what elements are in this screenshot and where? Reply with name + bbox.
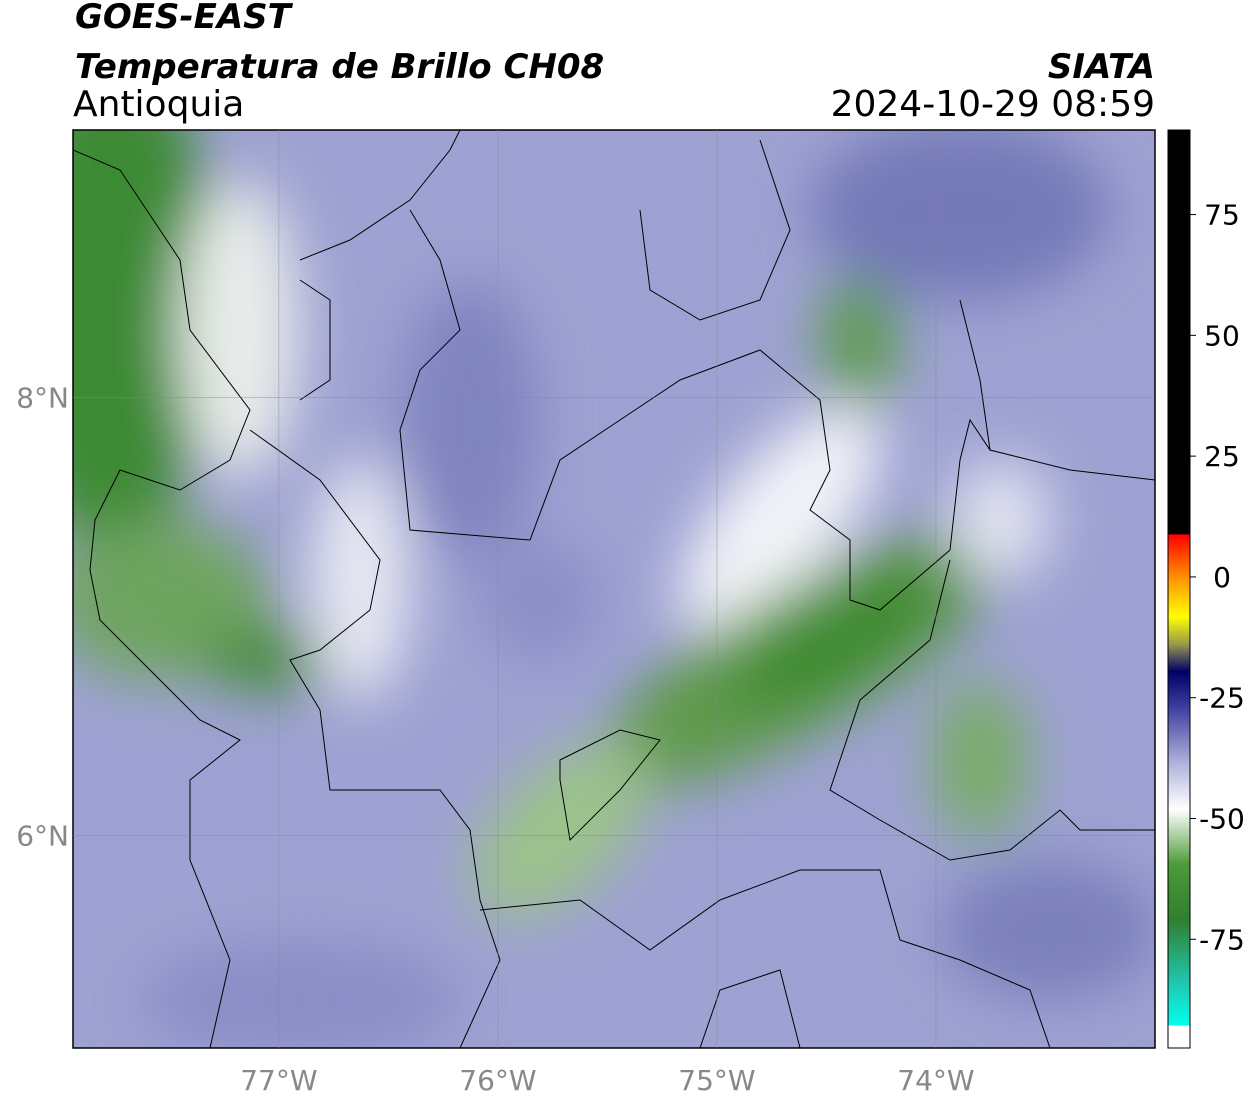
region: Antioquia <box>73 84 244 125</box>
colorbar-tick-label: 25 <box>1204 440 1240 473</box>
colorbar-tick-label: -50 <box>1199 803 1245 836</box>
colorbar-tick-label: -75 <box>1199 923 1245 956</box>
map-frame <box>72 129 1156 1049</box>
colorbar-tick-label: 75 <box>1204 199 1240 232</box>
colorbar-tick-label: 50 <box>1204 319 1240 352</box>
subtitle: Temperatura de Brillo CH08 <box>75 47 604 87</box>
datetime: 2024-10-29 08:59 <box>831 84 1155 125</box>
colorbar-tick-label: 0 <box>1213 561 1231 594</box>
x-tick-label: 74°W <box>897 1064 974 1097</box>
source: SIATA <box>1048 47 1155 87</box>
y-tick-label: 6°N <box>16 819 69 852</box>
title: GOES-EAST <box>75 0 294 37</box>
colorbar <box>1167 129 1191 1049</box>
coastline <box>73 130 1155 1048</box>
satellite-image <box>73 130 1155 1048</box>
x-tick-label: 75°W <box>678 1064 755 1097</box>
x-tick-label: 77°W <box>240 1064 317 1097</box>
y-tick-label: 8°N <box>16 381 69 414</box>
colorbar-tick-label: -25 <box>1199 682 1245 715</box>
x-tick-label: 76°W <box>459 1064 536 1097</box>
